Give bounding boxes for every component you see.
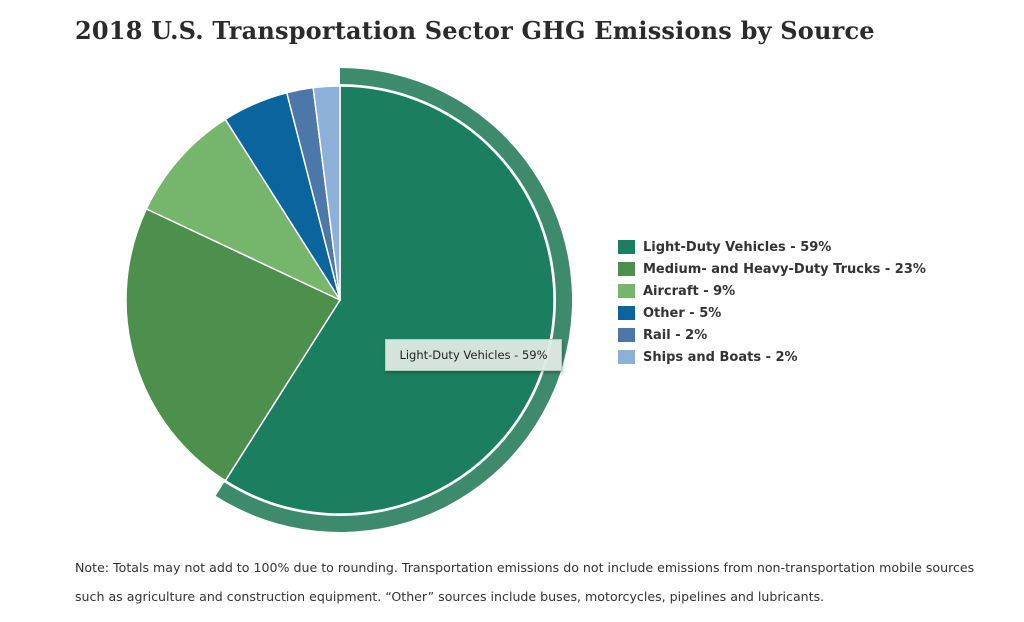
- legend-label: Rail - 2%: [643, 327, 708, 343]
- legend-swatch: [618, 306, 635, 320]
- pie-slice-medium-and-heavy-duty-trucks[interactable]: [125, 208, 341, 482]
- legend-swatch: [618, 328, 635, 342]
- legend-item-trucks[interactable]: Medium- and Heavy-Duty Trucks - 23%: [618, 258, 926, 280]
- legend-swatch: [618, 284, 635, 298]
- chart-title: 2018 U.S. Transportation Sector GHG Emis…: [75, 16, 875, 45]
- legend: Light-Duty Vehicles - 59% Medium- and He…: [618, 236, 926, 368]
- legend-item-light-duty-vehicles[interactable]: Light-Duty Vehicles - 59%: [618, 236, 926, 258]
- pie-slice-ships-and-boats[interactable]: [312, 85, 341, 301]
- legend-item-aircraft[interactable]: Aircraft - 9%: [618, 280, 926, 302]
- footnote: Note: Totals may not add to 100% due to …: [75, 560, 975, 604]
- legend-label: Other - 5%: [643, 305, 722, 321]
- legend-item-other[interactable]: Other - 5%: [618, 302, 926, 324]
- legend-label: Medium- and Heavy-Duty Trucks - 23%: [643, 261, 926, 277]
- legend-label: Ships and Boats - 2%: [643, 349, 798, 365]
- slice-tooltip: Light-Duty Vehicles - 59%: [385, 339, 562, 371]
- legend-label: Aircraft - 9%: [643, 283, 736, 299]
- legend-swatch: [618, 240, 635, 254]
- legend-item-rail[interactable]: Rail - 2%: [618, 324, 926, 346]
- legend-label: Light-Duty Vehicles - 59%: [643, 239, 832, 255]
- legend-item-ships-and-boats[interactable]: Ships and Boats - 2%: [618, 346, 926, 368]
- legend-swatch: [618, 262, 635, 276]
- legend-swatch: [618, 350, 635, 364]
- pie-slice-aircraft[interactable]: [145, 118, 341, 301]
